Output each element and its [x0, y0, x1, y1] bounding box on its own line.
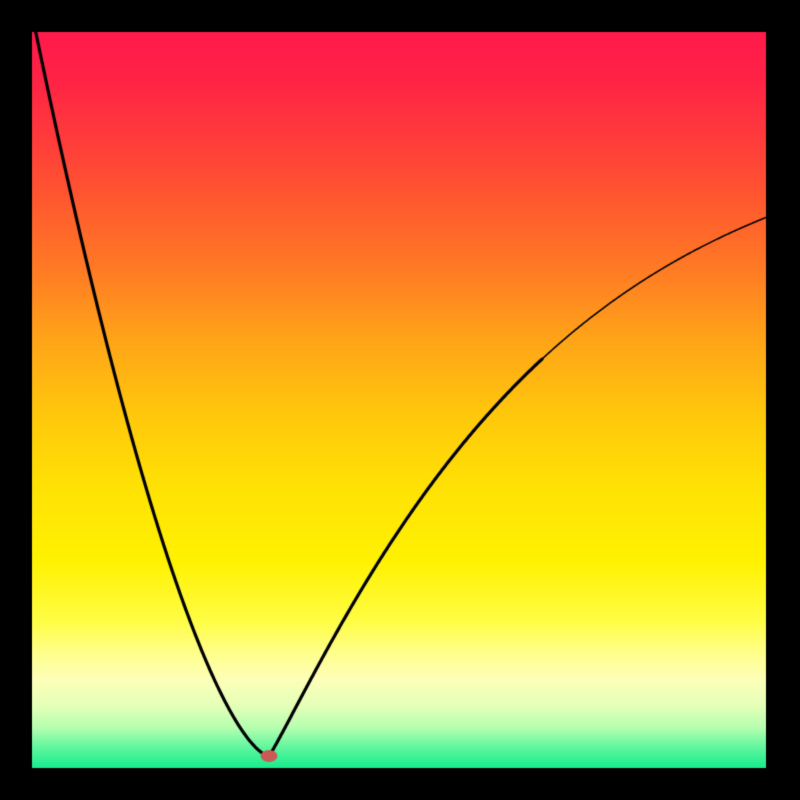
bottleneck-chart — [0, 0, 800, 800]
